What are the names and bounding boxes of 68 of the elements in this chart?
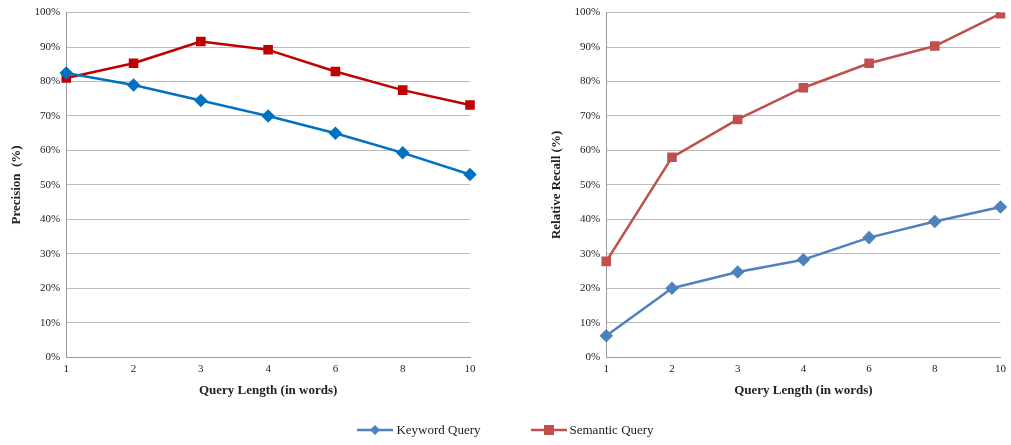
point	[128, 58, 139, 69]
point	[330, 66, 341, 77]
legend-label: Keyword Query	[396, 422, 481, 438]
y-tick-label: 100%	[574, 5, 601, 18]
point	[194, 94, 208, 107]
x-axis-title: Query Length (in words)	[198, 381, 338, 397]
point	[261, 109, 275, 123]
y-tick-label: 90%	[580, 39, 601, 52]
x-tick-label: 6	[866, 361, 873, 374]
x-tick-label: 4	[800, 361, 807, 374]
point	[60, 66, 73, 80]
point	[994, 200, 1007, 214]
x-tick-label: 3	[198, 361, 205, 374]
y-tick-label: 20%	[580, 281, 601, 294]
x-tick-label: 8	[932, 361, 939, 374]
y-tick-label: 40%	[40, 212, 61, 225]
point	[465, 100, 475, 110]
y-tick-label: 20%	[40, 281, 61, 294]
y-tick-label: 40%	[580, 212, 601, 225]
point	[797, 253, 810, 266]
y-tick-label: 50%	[40, 177, 61, 190]
point	[928, 215, 942, 228]
point	[665, 282, 679, 295]
y-tick-label: 60%	[580, 143, 601, 156]
point	[930, 41, 940, 51]
y-tick-label: 0%	[585, 350, 601, 363]
y-tick-label: 100%	[34, 5, 61, 18]
y-tick-label: 80%	[40, 74, 61, 87]
point	[862, 231, 876, 244]
x-tick-label: 2	[130, 361, 137, 374]
y-tick-label: 10%	[40, 315, 61, 328]
x-tick-label: 6	[332, 361, 339, 374]
point	[600, 329, 613, 343]
y-tick-label: 90%	[40, 39, 61, 52]
point	[396, 146, 409, 160]
point	[329, 126, 342, 140]
y-tick-label: 60%	[40, 143, 61, 156]
y-tick-label: 80%	[580, 74, 601, 87]
point	[397, 85, 408, 95]
x-tick-label: 3	[734, 361, 741, 374]
y-axis-title: Relative Recall (%)	[548, 130, 564, 240]
point	[601, 256, 612, 267]
y-tick-label: 30%	[580, 246, 601, 259]
point	[798, 82, 809, 93]
x-tick-label: 4	[265, 361, 272, 374]
y-tick-label: 70%	[40, 108, 61, 121]
y-axis-title: Precision (%)	[8, 145, 24, 225]
x-tick-label: 10	[464, 361, 476, 374]
y-tick-label: 0%	[45, 350, 61, 363]
point	[263, 45, 273, 55]
x-tick-label: 2	[669, 361, 675, 374]
point	[463, 168, 477, 181]
point	[127, 78, 140, 92]
x-tick-label: 1	[603, 361, 610, 374]
y-tick-label: 30%	[40, 246, 61, 259]
point	[732, 114, 743, 125]
y-tick-label: 70%	[580, 108, 601, 121]
point	[731, 265, 744, 279]
x-tick-label: 1	[63, 361, 70, 374]
y-tick-label: 50%	[580, 177, 601, 190]
y-tick-label: 10%	[580, 315, 601, 328]
point	[864, 58, 874, 69]
x-tick-label: 10	[995, 361, 1007, 374]
point	[667, 152, 677, 163]
x-axis-title: Query Length (in words)	[734, 381, 873, 397]
legend-label: Semantic Query	[569, 422, 654, 438]
x-tick-label: 8	[399, 361, 406, 374]
point	[196, 36, 206, 47]
